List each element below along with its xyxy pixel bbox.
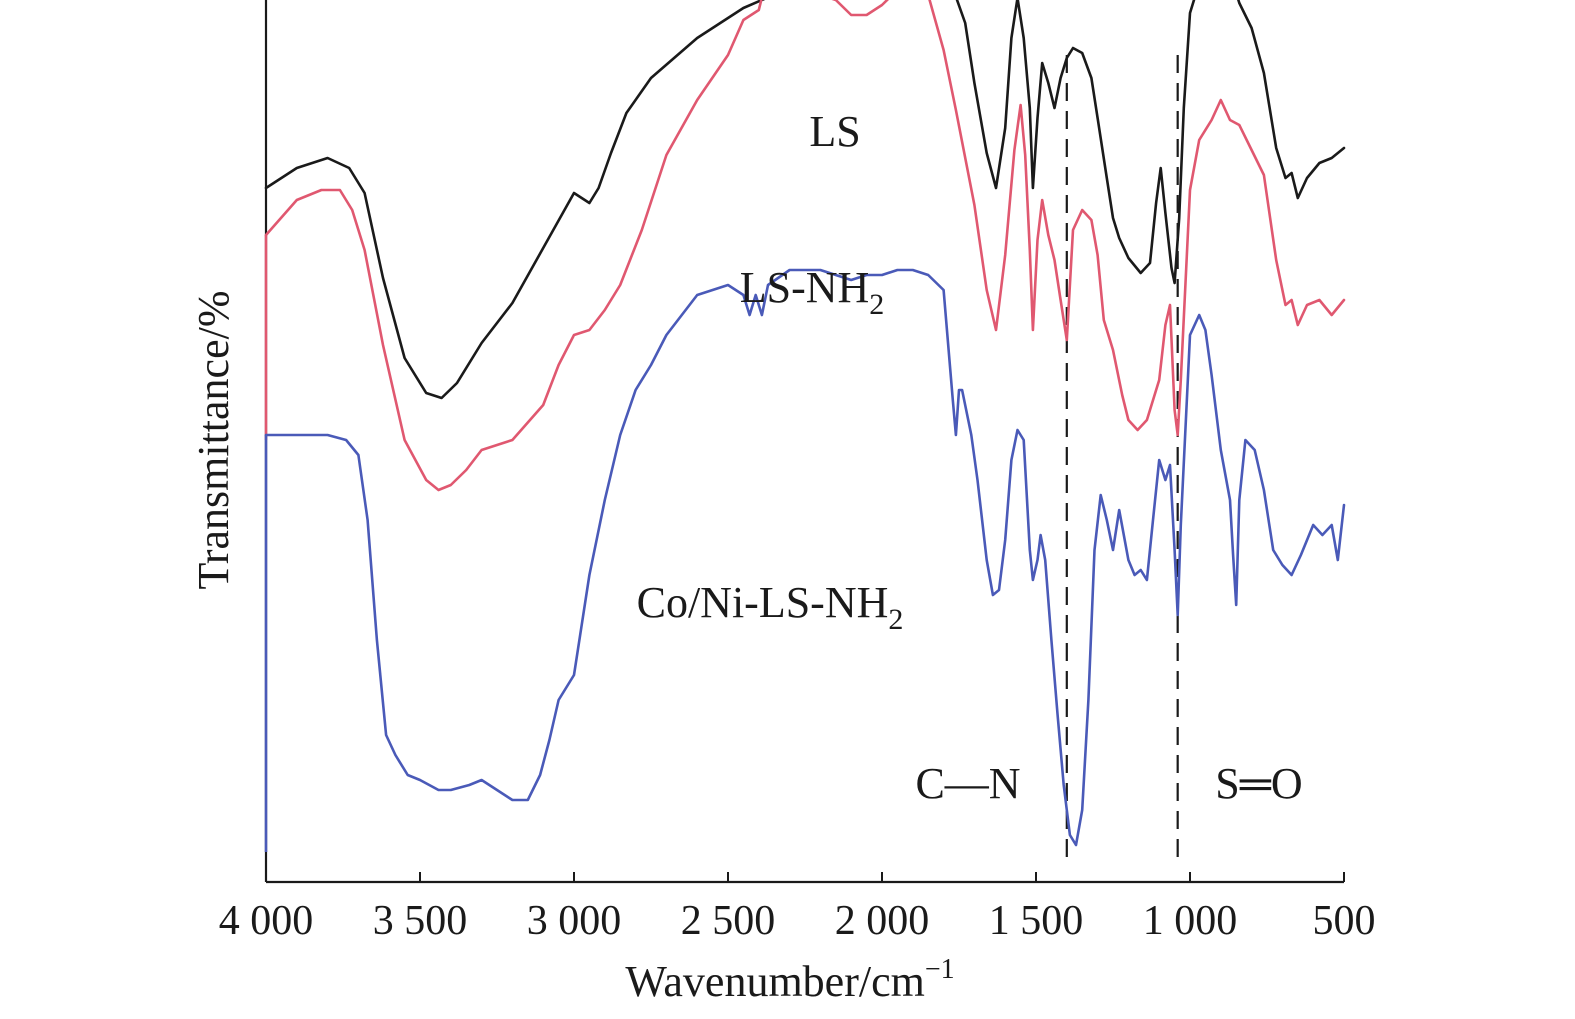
annotation-s-o: S═O [1215, 759, 1302, 808]
series-labels: LS LS-NH2 Co/Ni-LS-NH2 [637, 107, 904, 636]
reference-lines: C—N S═O [915, 55, 1303, 866]
x-axis-title: Wavenumber/cm−1 [625, 954, 954, 1006]
series-label-ls-nh2: LS-NH2 [740, 263, 885, 321]
x-tick-label: 4 000 [219, 898, 314, 944]
x-tick-label: 3 000 [527, 898, 622, 944]
x-tick-label: 2 500 [681, 898, 776, 944]
series-line-ls [264, 0, 1346, 400]
x-tick-label: 3 500 [373, 898, 468, 944]
x-tick-label: 1 500 [989, 898, 1084, 944]
x-ticks: 4 000 3 500 3 000 2 500 2 000 1 500 1 000 500 [219, 872, 1376, 944]
series-label-ls: LS [809, 107, 860, 156]
x-tick-label: 2 000 [835, 898, 930, 944]
annotation-c-n: C—N [915, 759, 1020, 808]
series-line-co-ni-ls-nh2 [264, 268, 1346, 847]
series-line-ls-nh2 [264, 0, 1346, 492]
x-tick-label: 1 000 [1143, 898, 1238, 944]
y-axis-title: Transmittance/% [189, 291, 238, 590]
x-tick-label: 500 [1313, 898, 1376, 944]
series-label-co-ni-ls-nh2: Co/Ni-LS-NH2 [637, 578, 904, 636]
series-lines [264, 0, 1346, 852]
